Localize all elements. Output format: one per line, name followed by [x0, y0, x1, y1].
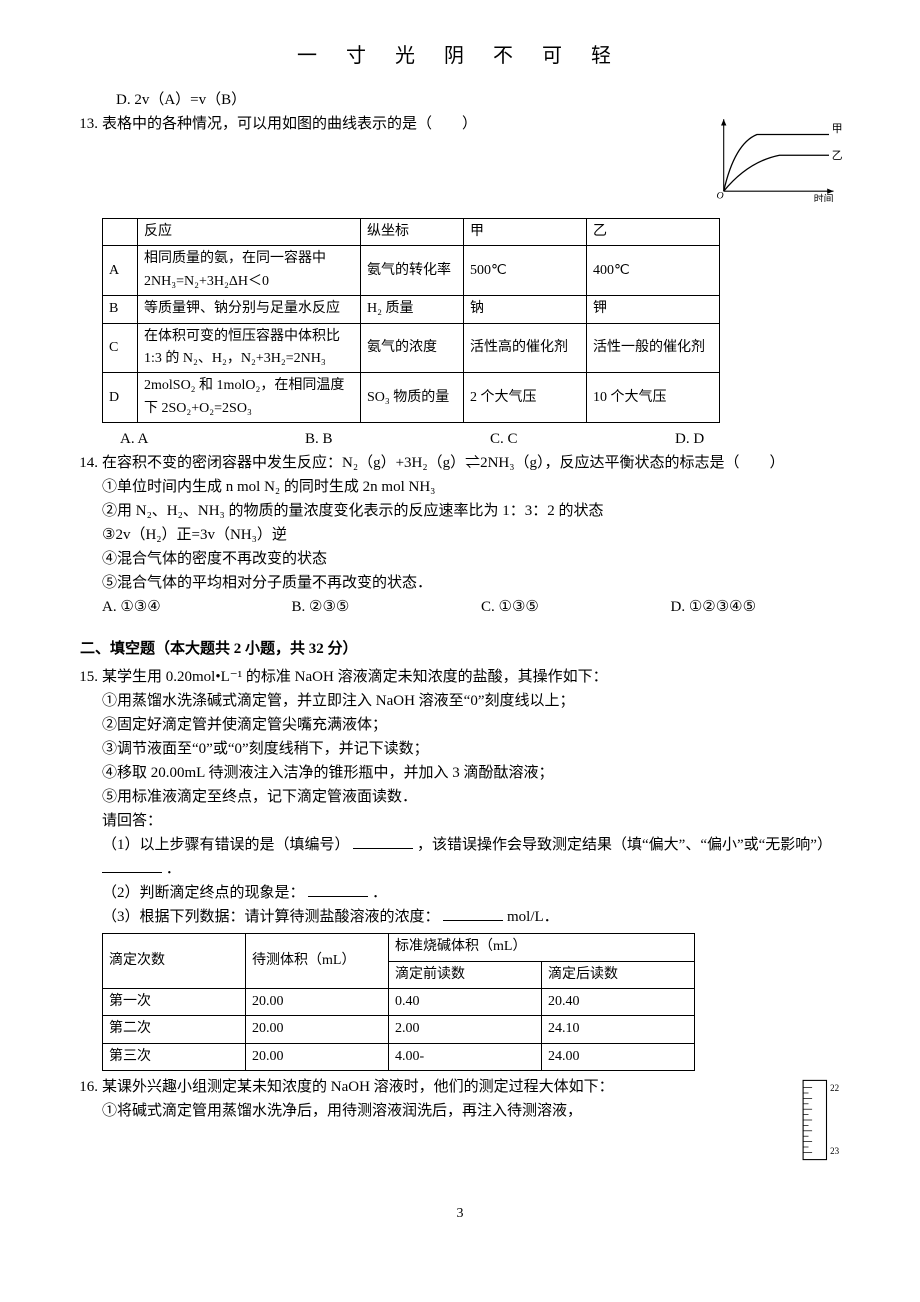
- q15-step-1: ①用蒸馏水洗涤碱式滴定管，并立即注入 NaOH 溶液至“0”刻度线以上；: [102, 689, 860, 713]
- hdr-jia: 甲: [464, 219, 587, 246]
- q15-step-5: ⑤用标准液滴定至终点，记下滴定管液面读数．: [102, 785, 860, 809]
- q14-item-2: ②用 N₂、H₂、NH₃ 的物质的量浓度变化表示的反应速率比为 1：3：2 的状…: [102, 499, 860, 523]
- q14-opt-a[interactable]: A. ①③④: [102, 595, 292, 619]
- q13-num: 13.: [60, 112, 102, 451]
- q14-item-5: ⑤混合气体的平均相对分子质量不再改变的状态．: [102, 571, 860, 595]
- cylinder-mark-bottom: 23: [830, 1146, 840, 1156]
- svg-text:O: O: [717, 190, 724, 201]
- q15-sub1a: （1）以上步骤有错误的是（填编号）: [102, 837, 350, 853]
- q16-step-1: ①将碱式滴定管用蒸馏水洗净后，用待测溶液润洗后，再注入待测溶液，: [102, 1099, 860, 1123]
- hdr-before: 滴定前读数: [389, 961, 542, 988]
- q14-stem: 在容积不变的密闭容器中发生反应：N₂（g）+3H₂（g）⇌2NH₃（g），反应达…: [102, 451, 860, 475]
- q15-sub3: （3）根据下列数据：请计算待测盐酸溶液的浓度： mol/L．: [102, 905, 860, 929]
- q13-opt-d[interactable]: D. D: [675, 427, 860, 451]
- q13-table-header: 反应 纵坐标 甲 乙: [103, 219, 720, 246]
- blank-input[interactable]: [102, 857, 162, 873]
- q13-opt-c[interactable]: C. C: [490, 427, 675, 451]
- q13-options: A. A B. B C. C D. D: [102, 427, 860, 451]
- q14-num: 14.: [60, 451, 102, 619]
- hdr-yi: 乙: [587, 219, 720, 246]
- graduated-cylinder-icon: 22 23: [790, 1075, 850, 1173]
- q13-chart: 甲 乙 O 时间: [700, 112, 850, 210]
- table-row: 第三次20.004.00-24.00: [103, 1043, 695, 1070]
- curve-label-1: 甲: [832, 123, 843, 135]
- q13-table: 反应 纵坐标 甲 乙 A相同质量的氨，在同一容器中 2NH₃=N₂+3H₂ΔH＜…: [102, 218, 720, 423]
- q13-opt-a[interactable]: A. A: [120, 427, 305, 451]
- hdr-reaction: 反应: [138, 219, 361, 246]
- curve-label-2: 乙: [832, 150, 843, 162]
- q14-item-1: ①单位时间内生成 n mol N₂ 的同时生成 2n mol NH₃: [102, 475, 860, 499]
- section-2-heading: 二、填空题（本大题共 2 小题，共 32 分）: [60, 637, 860, 661]
- table-row: 第一次20.000.4020.40: [103, 988, 695, 1015]
- q16: 16. 22 23 某课外兴趣小组测定某未知浓度的 NaOH 溶液时，他们的测定…: [60, 1075, 860, 1173]
- table-row: C在体积可变的恒压容器中体积比 1:3 的 N₂、H₂，N₂+3H₂=2NH₃氨…: [103, 323, 720, 373]
- q15-sub2-text: （2）判断滴定终点的现象是：: [102, 885, 305, 901]
- q15-step-2: ②固定好滴定管并使滴定管尖嘴充满液体；: [102, 713, 860, 737]
- q14-opt-b[interactable]: B. ②③⑤: [292, 595, 482, 619]
- hdr-trial: 滴定次数: [103, 934, 246, 989]
- q14-opt-d[interactable]: D. ①②③④⑤: [671, 595, 861, 619]
- cylinder-mark-top: 22: [830, 1083, 839, 1093]
- q15-sub1: （1）以上步骤有错误的是（填编号） ，该错误操作会导致测定结果（填“偏大”、“偏…: [102, 833, 860, 881]
- table-row: 第二次20.002.0024.10: [103, 1016, 695, 1043]
- q15-table: 滴定次数 待测体积（mL） 标准烧碱体积（mL） 滴定前读数 滴定后读数 第一次…: [102, 933, 695, 1071]
- page-number: 3: [60, 1203, 860, 1225]
- hdr-vol: 待测体积（mL）: [246, 934, 389, 989]
- q14: 14. 在容积不变的密闭容器中发生反应：N₂（g）+3H₂（g）⇌2NH₃（g）…: [60, 451, 860, 619]
- q13-stem: 表格中的各种情况，可以用如图的曲线表示的是（ ）: [102, 116, 477, 132]
- hdr-blank: [103, 219, 138, 246]
- q16-num: 16.: [60, 1075, 102, 1173]
- q15-sub1b: ，该错误操作会导致测定结果（填“偏大”、“偏小”或“无影响”）: [417, 837, 832, 853]
- q15-sub3a: （3）根据下列数据：请计算待测盐酸溶液的浓度：: [102, 909, 440, 925]
- q15: 15. 某学生用 0.20mol•L⁻¹ 的标准 NaOH 溶液滴定未知浓度的盐…: [60, 665, 860, 1075]
- q15-step-4: ④移取 20.00mL 待测液注入洁净的锥形瓶中，并加入 3 滴酚酞溶液；: [102, 761, 860, 785]
- q14-options: A. ①③④ B. ②③⑤ C. ①③⑤ D. ①②③④⑤: [102, 595, 860, 619]
- xaxis-label: 时间: [814, 192, 834, 202]
- q16-stem: 某课外兴趣小组测定某未知浓度的 NaOH 溶液时，他们的测定过程大体如下：: [102, 1075, 860, 1099]
- blank-input[interactable]: [353, 833, 413, 849]
- page-header: 一 寸 光 阴 不 可 轻: [60, 40, 860, 72]
- q14-item-4: ④混合气体的密度不再改变的状态: [102, 547, 860, 571]
- table-row: D2molSO₂ 和 1molO₂，在相同温度下 2SO₂+O₂=2SO₃SO₃…: [103, 373, 720, 423]
- hdr-yaxis: 纵坐标: [361, 219, 464, 246]
- blank-input[interactable]: [308, 881, 368, 897]
- q15-num: 15.: [60, 665, 102, 1075]
- q13: 13. 表格中的各种情况，可以用如图的曲线表示的是（ ） 甲 乙 O 时间 反应: [60, 112, 860, 451]
- q12-option-d: D. 2v（A）=v（B）: [60, 88, 860, 112]
- hdr-after: 滴定后读数: [542, 961, 695, 988]
- table-row: A相同质量的氨，在同一容器中 2NH₃=N₂+3H₂ΔH＜0氨气的转化率500℃…: [103, 246, 720, 296]
- q15-sub3b: mol/L．: [507, 909, 559, 925]
- q14-item-3: ③2v（H₂）正=3v（NH₃）逆: [102, 523, 860, 547]
- q15-sub1c: ．: [166, 861, 181, 877]
- q15-sub2-end: ．: [372, 885, 387, 901]
- q15-stem: 某学生用 0.20mol•L⁻¹ 的标准 NaOH 溶液滴定未知浓度的盐酸，其操…: [102, 665, 860, 689]
- q13-opt-b[interactable]: B. B: [305, 427, 490, 451]
- table-row: B等质量钾、钠分别与足量水反应H₂ 质量钠钾: [103, 296, 720, 323]
- hdr-std: 标准烧碱体积（mL）: [389, 934, 695, 961]
- q14-opt-c[interactable]: C. ①③⑤: [481, 595, 671, 619]
- q15-answer-label: 请回答：: [102, 809, 860, 833]
- q15-sub2: （2）判断滴定终点的现象是： ．: [102, 881, 860, 905]
- q15-step-3: ③调节液面至“0”或“0”刻度线稍下，并记下读数；: [102, 737, 860, 761]
- blank-input[interactable]: [443, 905, 503, 921]
